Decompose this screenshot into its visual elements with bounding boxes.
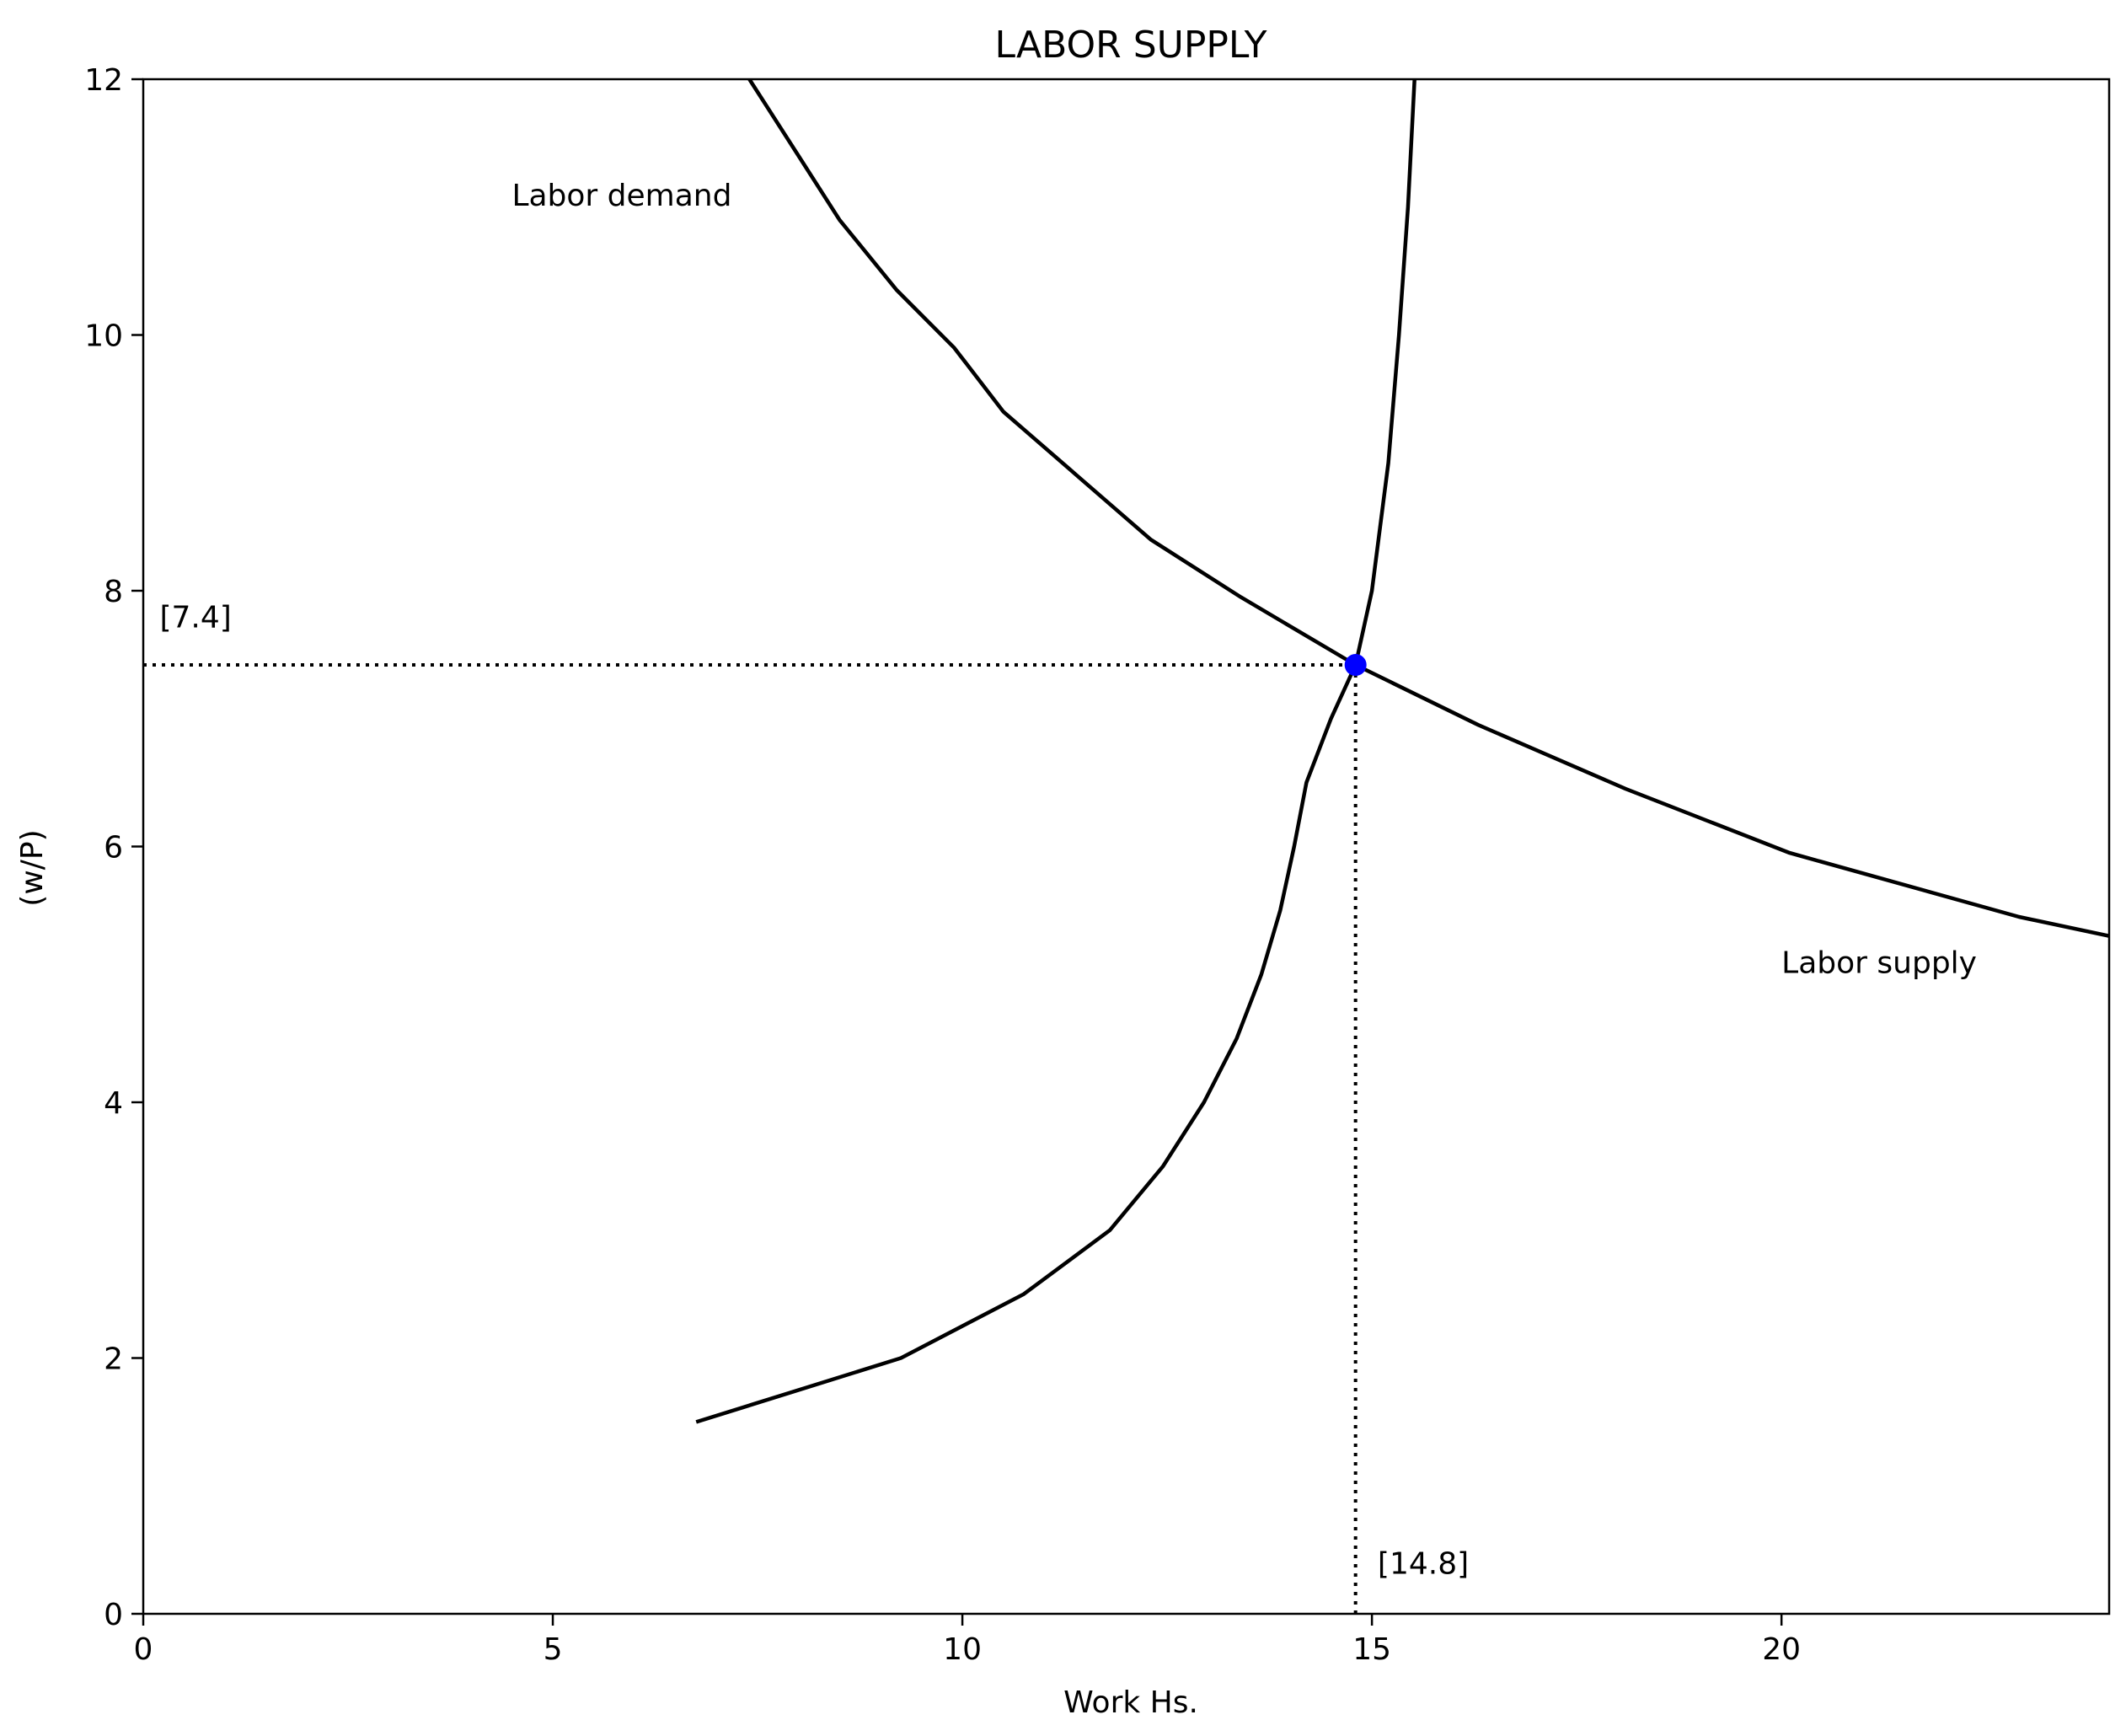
plot-frame [142, 78, 2111, 1615]
y-tick-label: 2 [104, 1342, 123, 1377]
x-axis-label: Work Hs. [1063, 1685, 1198, 1720]
plot-area: 0 5 10 15 20 0 2 4 6 8 10 12 Labor demand Labor suppl… [84, 63, 2111, 1667]
y-tick-label: 4 [104, 1086, 123, 1121]
y-tick-label: 0 [104, 1598, 123, 1632]
x-tick-label: 5 [544, 1632, 563, 1667]
equilibrium-point [1344, 654, 1367, 677]
y-tick-label: 12 [84, 63, 123, 98]
annotation-label: Labor supply [1781, 946, 1977, 980]
labor-supply-curve [695, 79, 1416, 1424]
x-tick-label: 10 [943, 1632, 982, 1667]
x-tick-label: 20 [1762, 1632, 1801, 1667]
y-axis-label: (w/P) [15, 829, 50, 906]
x-tick-label: 15 [1352, 1632, 1391, 1667]
annotation-label: [14.8] [1378, 1546, 1469, 1581]
x-tick-label: 0 [134, 1632, 153, 1667]
y-tick-label: 6 [104, 831, 123, 865]
labor-demand-curve [747, 79, 2109, 938]
annotation-label: Labor demand [511, 179, 731, 213]
y-tick-label: 8 [104, 575, 123, 609]
annotation-label: [7.4] [159, 601, 231, 635]
y-tick-label: 10 [84, 319, 123, 354]
chart-title: LABOR SUPPLY [995, 24, 1267, 67]
